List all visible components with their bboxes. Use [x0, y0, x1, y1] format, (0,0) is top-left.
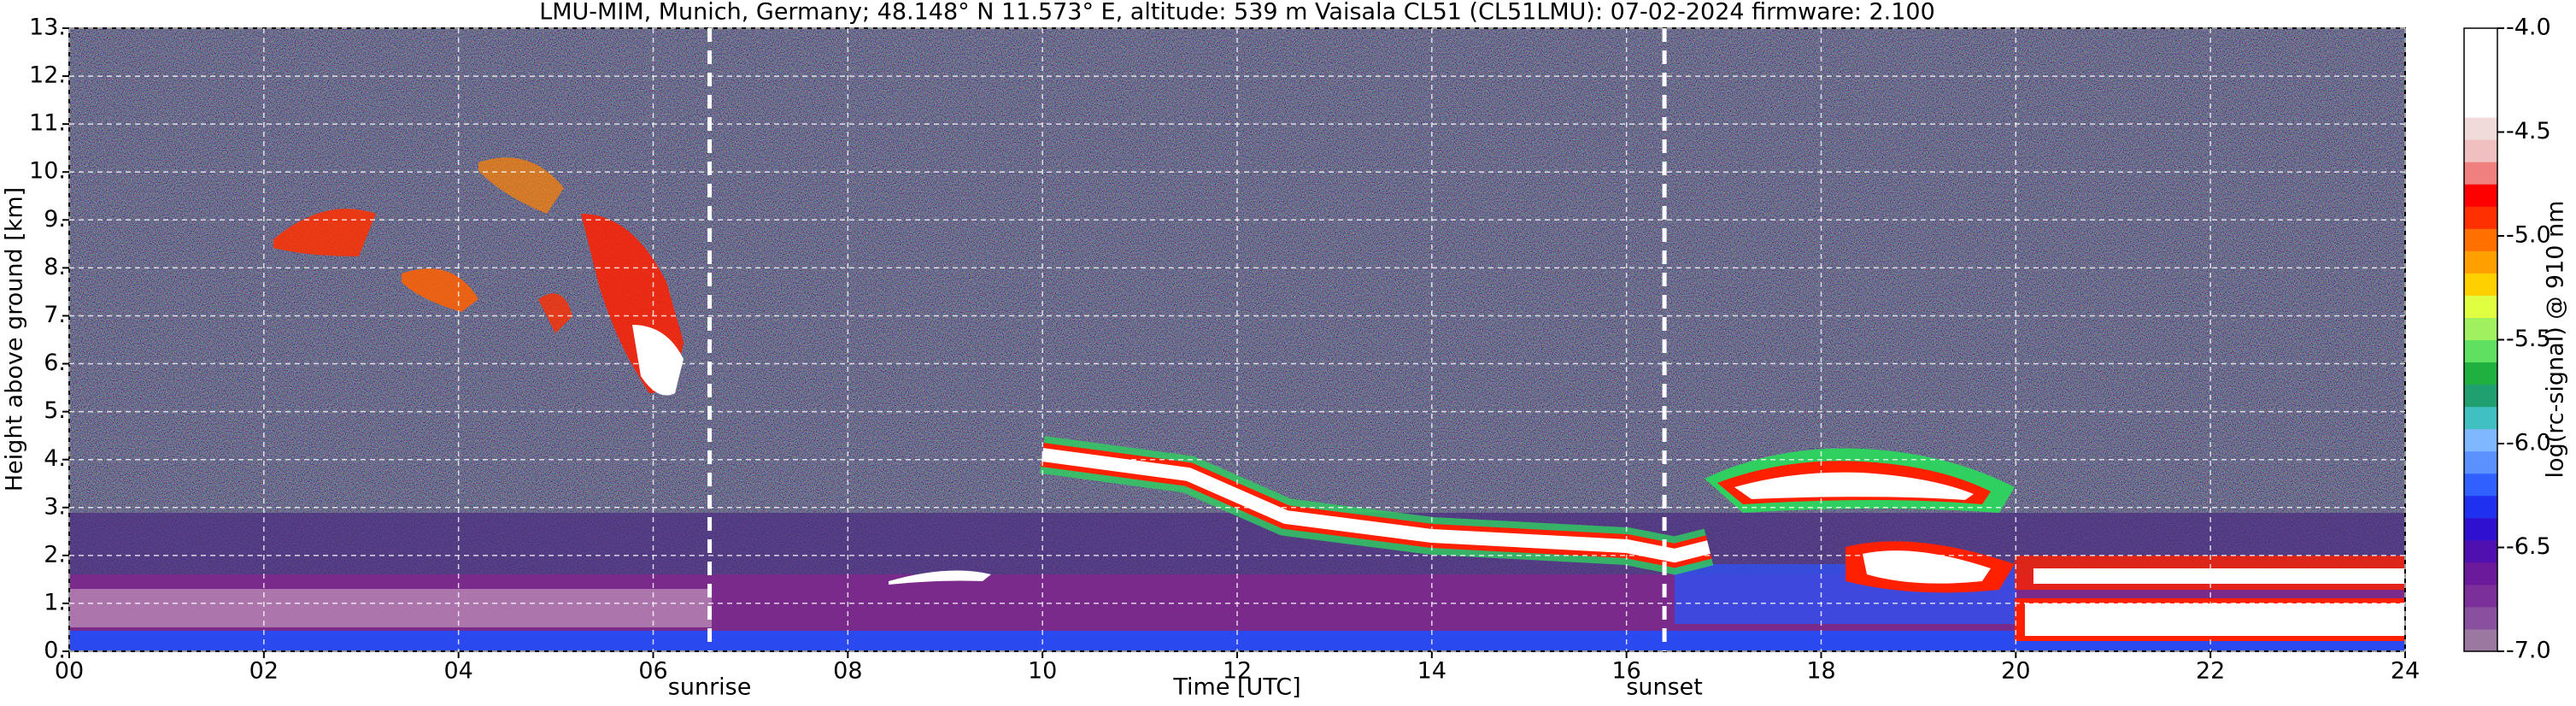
colorbar-swatch — [2464, 250, 2497, 274]
colorbar-swatch — [2464, 162, 2497, 185]
y-tick-label: 9. — [44, 206, 66, 232]
y-tick-label: 7. — [44, 302, 66, 328]
y-tick-label: 2. — [44, 541, 66, 568]
colorbar-label: log(rc-signal) @ 910 nm — [2543, 201, 2569, 479]
colorbar-swatch — [2464, 50, 2497, 74]
colorbar-swatch — [2464, 339, 2497, 363]
colorbar-swatch — [2464, 606, 2497, 630]
colorbar-swatch — [2464, 228, 2497, 251]
x-tick-label: 22 — [2196, 658, 2225, 685]
colorbar-tick-label: -4.0 — [2506, 15, 2551, 41]
colorbar-swatch — [2464, 384, 2497, 408]
colorbar-swatch — [2464, 28, 2497, 51]
colorbar-swatch — [2464, 317, 2497, 340]
colorbar-tick-label: -4.5 — [2506, 118, 2551, 144]
chart-title: LMU-MIM, Munich, Germany; 48.148° N 11.5… — [539, 0, 1935, 26]
colorbar-tick-label: -6.5 — [2506, 533, 2551, 560]
y-tick-label: 6. — [44, 350, 66, 376]
colorbar-tick-label: -5.5 — [2506, 326, 2551, 352]
colorbar-swatch — [2464, 273, 2497, 296]
y-tick-label: 13. — [29, 15, 66, 41]
colorbar-swatch — [2464, 517, 2497, 541]
y-tick-label: 11. — [29, 110, 66, 137]
x-tick-label: 04 — [443, 658, 472, 685]
y-tick-label: 4. — [44, 445, 66, 472]
colorbar-swatch — [2464, 73, 2497, 96]
x-tick-label: 08 — [833, 658, 862, 685]
colorbar-swatch — [2464, 295, 2497, 318]
x-tick-label: 20 — [2001, 658, 2030, 685]
x-tick-label: 02 — [249, 658, 279, 685]
y-tick-label: 12. — [29, 62, 66, 89]
colorbar-swatch — [2464, 584, 2497, 608]
x-tick-label: 06 — [638, 658, 667, 685]
x-tick-label: 14 — [1417, 658, 1446, 685]
colorbar-swatch — [2464, 473, 2497, 497]
colorbar-tick-label: -5.0 — [2506, 222, 2551, 249]
y-tick-label: 0. — [44, 638, 66, 664]
colorbar-swatch — [2464, 95, 2497, 118]
y-axis-label: Height above ground [km] — [2, 187, 28, 491]
colorbar-swatch — [2464, 495, 2497, 519]
x-tick-label: 12 — [1223, 658, 1252, 685]
y-tick-label: 10. — [29, 158, 66, 185]
x-tick-label: 18 — [1806, 658, 1835, 685]
colorbar-swatch — [2464, 628, 2497, 652]
colorbar-swatch — [2464, 184, 2497, 207]
colorbar-tick-label: -7.0 — [2506, 638, 2551, 664]
colorbar-swatch — [2464, 206, 2497, 229]
x-axis-label: Time [UTC] — [1172, 674, 1300, 701]
x-tick-label: 16 — [1611, 658, 1640, 685]
colorbar-swatch — [2464, 539, 2497, 563]
annotation-label: sunset — [1626, 674, 1703, 701]
colorbar-tick-label: -6.0 — [2506, 430, 2551, 456]
x-tick-label: 24 — [2391, 658, 2420, 685]
colorbar-swatch — [2464, 406, 2497, 430]
y-tick-label: 8. — [44, 254, 66, 280]
colorbar-swatch — [2464, 450, 2497, 474]
colorbar-swatch — [2464, 428, 2497, 452]
x-tick-label: 00 — [55, 658, 84, 685]
colorbar-swatch — [2464, 139, 2497, 162]
y-tick-label: 5. — [44, 397, 66, 424]
colorbar-swatch — [2464, 562, 2497, 585]
colorbar-swatch — [2464, 117, 2497, 140]
colorbar-swatch — [2464, 362, 2497, 385]
y-tick-label: 3. — [44, 493, 66, 520]
x-tick-label: 10 — [1028, 658, 1057, 685]
y-tick-label: 1. — [44, 589, 66, 615]
annotation-label: sunrise — [668, 674, 752, 701]
